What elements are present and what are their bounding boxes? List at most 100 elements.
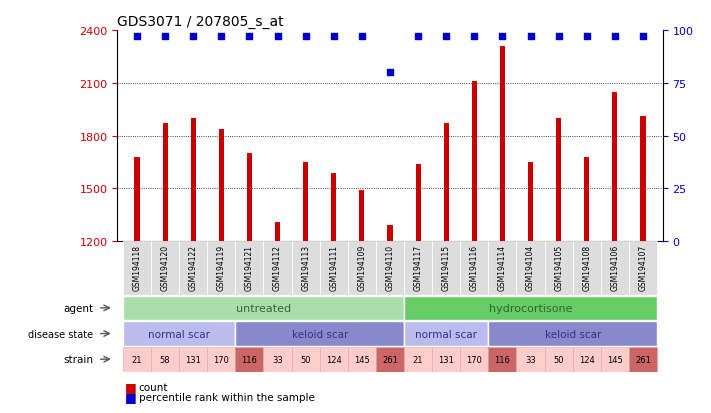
Text: ■: ■ (124, 390, 137, 404)
Point (412, 34, 424, 40)
Bar (179, 347, 208, 372)
Text: 131: 131 (438, 355, 454, 364)
Text: 170: 170 (466, 355, 482, 364)
Bar (601, 242, 629, 295)
Text: 33: 33 (272, 355, 283, 364)
Point (497, 34, 508, 40)
Text: 145: 145 (607, 355, 623, 364)
Point (159, 34, 171, 40)
Text: 124: 124 (326, 355, 342, 364)
Bar (208, 242, 235, 295)
Bar (612, 93, 617, 242)
Bar (303, 163, 308, 242)
Bar (123, 347, 151, 372)
Point (385, 70, 396, 76)
Text: agent: agent (63, 303, 93, 313)
Bar (404, 321, 488, 346)
Bar (488, 242, 516, 295)
Text: count: count (139, 382, 168, 392)
Bar (348, 242, 376, 295)
Text: normal scar: normal scar (415, 329, 477, 339)
Text: GSM194117: GSM194117 (414, 244, 422, 290)
Text: GDS3071 / 207805_s_at: GDS3071 / 207805_s_at (117, 14, 284, 28)
Bar (123, 321, 235, 346)
Bar (191, 119, 196, 242)
Bar (556, 119, 561, 242)
Text: 261: 261 (382, 355, 398, 364)
Text: GSM194107: GSM194107 (638, 244, 648, 290)
Bar (235, 321, 404, 346)
Text: GSM194116: GSM194116 (470, 244, 479, 290)
Bar (572, 347, 601, 372)
Point (356, 34, 368, 40)
Bar (516, 347, 545, 372)
Bar (163, 124, 168, 242)
Text: 50: 50 (553, 355, 564, 364)
Text: 21: 21 (413, 355, 423, 364)
Text: ■: ■ (124, 380, 137, 393)
Text: GSM194104: GSM194104 (526, 244, 535, 290)
Bar (235, 242, 264, 295)
Bar (123, 242, 151, 295)
Bar (331, 173, 336, 242)
Text: 116: 116 (242, 355, 257, 364)
Point (215, 34, 227, 40)
Text: normal scar: normal scar (148, 329, 210, 339)
Bar (376, 242, 404, 295)
Point (272, 34, 283, 40)
Bar (404, 296, 657, 320)
Point (441, 34, 452, 40)
Bar (444, 124, 449, 242)
Point (188, 34, 199, 40)
Bar (275, 222, 280, 242)
Bar (432, 242, 460, 295)
Text: 131: 131 (186, 355, 201, 364)
Bar (264, 242, 292, 295)
Bar (528, 163, 533, 242)
Text: GSM194113: GSM194113 (301, 244, 310, 290)
Point (525, 34, 536, 40)
Text: 124: 124 (579, 355, 594, 364)
Point (581, 34, 592, 40)
Bar (500, 47, 505, 242)
Point (132, 34, 143, 40)
Bar (404, 347, 432, 372)
Text: 261: 261 (635, 355, 651, 364)
Text: GSM194105: GSM194105 (554, 244, 563, 290)
Point (553, 34, 565, 40)
Bar (488, 321, 657, 346)
Text: 21: 21 (132, 355, 142, 364)
Text: keloid scar: keloid scar (545, 329, 601, 339)
Text: GSM194112: GSM194112 (273, 244, 282, 290)
Text: GSM194108: GSM194108 (582, 244, 592, 290)
Text: hydrocortisone: hydrocortisone (488, 303, 572, 313)
Bar (247, 154, 252, 242)
Bar (376, 347, 404, 372)
Point (637, 34, 648, 40)
Bar (460, 347, 488, 372)
Bar (359, 191, 365, 242)
Bar (584, 157, 589, 242)
Text: percentile rank within the sample: percentile rank within the sample (139, 392, 314, 402)
Bar (151, 242, 179, 295)
Bar (123, 296, 404, 320)
Text: 116: 116 (494, 355, 510, 364)
Text: GSM194106: GSM194106 (610, 244, 619, 290)
Bar (601, 347, 629, 372)
Text: GSM194114: GSM194114 (498, 244, 507, 290)
Bar (179, 242, 208, 295)
Point (609, 34, 621, 40)
Text: strain: strain (63, 354, 93, 364)
Text: disease state: disease state (28, 329, 93, 339)
Bar (348, 347, 376, 372)
Bar (208, 347, 235, 372)
Bar (629, 347, 657, 372)
Bar (219, 129, 224, 242)
Bar (460, 242, 488, 295)
Bar (387, 226, 392, 242)
Text: GSM194118: GSM194118 (132, 244, 141, 290)
Bar (415, 164, 421, 242)
Text: keloid scar: keloid scar (292, 329, 348, 339)
Text: GSM194120: GSM194120 (161, 244, 170, 290)
Bar (545, 347, 572, 372)
